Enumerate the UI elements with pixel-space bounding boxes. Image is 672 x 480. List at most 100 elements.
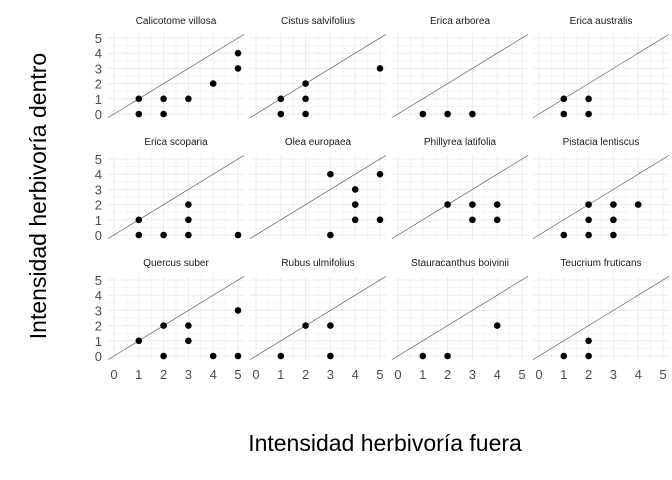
data-point xyxy=(327,352,334,360)
data-point xyxy=(560,352,568,360)
facet-title: Cistus salvifolius xyxy=(281,16,355,27)
data-point xyxy=(185,231,192,239)
data-point xyxy=(185,201,192,208)
data-point xyxy=(493,216,501,224)
facet-panel: Cistus salvifolius xyxy=(249,16,387,118)
data-point xyxy=(419,110,427,118)
data-point xyxy=(585,352,592,360)
x-tick-label: 3 xyxy=(327,367,334,382)
y-tick-label: 0 xyxy=(95,349,102,364)
data-point xyxy=(351,201,359,208)
x-tick-label: 2 xyxy=(444,367,451,382)
facet-title: Erica australis xyxy=(570,16,633,27)
reference-line xyxy=(532,155,670,239)
data-point xyxy=(327,231,334,239)
x-tick-label: 5 xyxy=(234,367,241,382)
data-point xyxy=(351,216,359,224)
data-point xyxy=(234,352,242,360)
reference-line xyxy=(532,276,670,360)
data-point xyxy=(585,231,592,239)
data-point xyxy=(585,216,592,224)
data-point xyxy=(444,201,451,208)
y-tick-label: 2 xyxy=(95,77,102,92)
data-point xyxy=(160,110,167,118)
data-point xyxy=(560,95,568,103)
data-point xyxy=(634,201,642,208)
data-point xyxy=(234,49,242,57)
facet-title: Calicotome villosa xyxy=(136,16,217,27)
data-point xyxy=(610,216,617,224)
reference-line xyxy=(532,34,670,118)
data-point xyxy=(493,201,501,208)
facet-title: Teucrium fruticans xyxy=(560,258,641,269)
y-tick-label: 3 xyxy=(95,61,102,76)
facet-title: Olea europaea xyxy=(285,137,352,148)
y-tick-label: 0 xyxy=(95,228,102,243)
reference-line xyxy=(249,34,387,118)
facet-title: Erica scoparia xyxy=(144,137,208,148)
y-tick-label: 3 xyxy=(95,182,102,197)
facet-title: Rubus ulmifolius xyxy=(281,258,354,269)
data-point xyxy=(277,95,285,103)
x-tick-label: 5 xyxy=(376,367,383,382)
data-point xyxy=(419,352,427,360)
y-tick-label: 2 xyxy=(95,198,102,213)
data-point xyxy=(185,95,192,103)
x-tick-label: 1 xyxy=(135,367,142,382)
data-point xyxy=(469,201,476,208)
facet-panel: Erica arborea xyxy=(391,16,529,118)
x-tick-label: 3 xyxy=(185,367,192,382)
data-point xyxy=(444,110,451,118)
data-point xyxy=(376,170,384,178)
data-point xyxy=(209,352,217,360)
x-axis-title: Intensidad herbivoría fuera xyxy=(248,430,522,456)
data-point xyxy=(234,307,242,314)
data-point xyxy=(302,110,309,118)
y-tick-label: 4 xyxy=(95,288,102,303)
data-point xyxy=(135,216,143,224)
x-tick-label: 2 xyxy=(585,367,592,382)
reference-line xyxy=(107,155,245,239)
x-tick-label: 0 xyxy=(252,367,259,382)
facet-title: Quercus suber xyxy=(143,258,209,269)
data-point xyxy=(610,201,617,208)
x-tick-label: 2 xyxy=(160,367,167,382)
x-tick-label: 1 xyxy=(277,367,284,382)
facet-title: Stauracanthus boivinii xyxy=(411,258,509,269)
y-tick-label: 1 xyxy=(95,92,102,107)
data-point xyxy=(185,337,192,345)
facet-panel: Teucrium fruticans 0 1 2 3 4 5 xyxy=(532,258,670,382)
data-point xyxy=(160,352,167,360)
facet-title: Erica arborea xyxy=(430,16,490,27)
data-point xyxy=(302,322,309,329)
reference-line xyxy=(391,155,529,239)
y-tick-label: 1 xyxy=(95,213,102,228)
data-point xyxy=(610,231,617,239)
x-tick-label: 3 xyxy=(610,367,617,382)
data-point xyxy=(560,231,568,239)
y-tick-label: 1 xyxy=(95,334,102,349)
y-axis-title: Intensidad herbivoría dentro xyxy=(25,53,51,339)
facet-panel: Olea europaea xyxy=(249,137,387,239)
data-point xyxy=(376,65,384,72)
data-point xyxy=(277,352,285,360)
facet-panel: Phillyrea latifolia xyxy=(391,137,529,239)
x-tick-label: 4 xyxy=(494,367,501,382)
reference-line xyxy=(391,34,529,118)
x-tick-label: 1 xyxy=(560,367,567,382)
data-point xyxy=(185,216,192,224)
data-point xyxy=(135,337,143,345)
data-point xyxy=(135,231,143,239)
x-tick-label: 5 xyxy=(518,367,525,382)
reference-line xyxy=(391,276,529,360)
facet-panel: Pistacia lentiscus xyxy=(532,137,670,239)
data-point xyxy=(327,170,334,178)
x-tick-label: 0 xyxy=(110,367,117,382)
x-tick-label: 4 xyxy=(635,367,642,382)
data-point xyxy=(209,80,217,87)
data-point xyxy=(469,110,476,118)
x-tick-label: 0 xyxy=(394,367,401,382)
